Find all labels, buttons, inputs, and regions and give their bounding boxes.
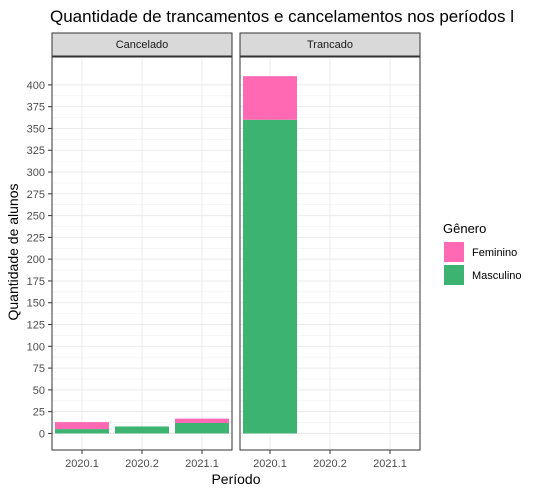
legend-title: Gênero bbox=[443, 221, 486, 236]
bar-feminino-2020-1 bbox=[55, 422, 109, 430]
x-tick-label: 2020.1 bbox=[253, 458, 287, 470]
strip-label: Trancado bbox=[307, 39, 353, 51]
y-tick-label: 400 bbox=[27, 80, 45, 92]
bar-masculino-2021-1 bbox=[175, 422, 229, 434]
legend: Gênero Feminino Masculino bbox=[443, 221, 522, 285]
y-tick-label: 275 bbox=[27, 189, 45, 201]
legend-label-feminino: Feminino bbox=[472, 247, 517, 259]
x-tick-label: 2020.2 bbox=[313, 458, 347, 470]
y-tick-label: 50 bbox=[33, 385, 45, 397]
bar-masculino-2020-1 bbox=[243, 119, 297, 434]
y-axis-title: Quantidade de alunos bbox=[5, 184, 21, 321]
y-tick-label: 175 bbox=[27, 276, 45, 288]
y-tick-label: 150 bbox=[27, 298, 45, 310]
y-tick-label: 325 bbox=[27, 145, 45, 157]
y-tick-label: 25 bbox=[33, 407, 45, 419]
legend-key-feminino bbox=[444, 242, 464, 262]
x-tick-label: 2021.1 bbox=[373, 458, 407, 470]
legend-key-masculino bbox=[444, 265, 464, 285]
panels: Cancelado 2020.1 2020.2 2021.1 Trancado 2020.… bbox=[51, 32, 421, 470]
y-tick-label: 350 bbox=[27, 123, 45, 135]
y-tick-label: 225 bbox=[27, 232, 45, 244]
y-tick-label: 0 bbox=[39, 428, 45, 440]
y-tick-label: 200 bbox=[27, 254, 45, 266]
y-tick-label: 125 bbox=[27, 320, 45, 332]
strip-background bbox=[51, 32, 233, 57]
strip-background bbox=[239, 32, 421, 57]
strip-label: Cancelado bbox=[116, 39, 169, 51]
bar-feminino-2021-1 bbox=[175, 418, 229, 423]
y-tick-label: 75 bbox=[33, 363, 45, 375]
x-tick-label: 2020.1 bbox=[65, 458, 99, 470]
legend-label-masculino: Masculino bbox=[472, 270, 522, 282]
y-axis: 0 25 50 75 100 125 150 175 200 225 250 275 300 325 350… bbox=[27, 80, 52, 440]
x-tick-label: 2021.1 bbox=[185, 458, 219, 470]
panel-cancelado: Cancelado 2020.1 2020.2 2021.1 bbox=[51, 32, 233, 470]
bar-feminino-2020-1 bbox=[243, 76, 297, 120]
panel-trancado: Trancado 2020.1 2020.2 2021.1 bbox=[239, 32, 421, 470]
y-tick-label: 100 bbox=[27, 341, 45, 353]
bar-masculino-2020-2 bbox=[115, 426, 169, 434]
y-tick-label: 300 bbox=[27, 167, 45, 179]
chart-title: Quantidade de trancamentos e cancelament… bbox=[50, 7, 514, 26]
x-tick-label: 2020.2 bbox=[125, 458, 159, 470]
bar-masculino-2020-1 bbox=[55, 429, 109, 434]
y-tick-label: 250 bbox=[27, 211, 45, 223]
y-tick-label: 375 bbox=[27, 102, 45, 114]
x-axis-title: Período bbox=[211, 471, 260, 487]
